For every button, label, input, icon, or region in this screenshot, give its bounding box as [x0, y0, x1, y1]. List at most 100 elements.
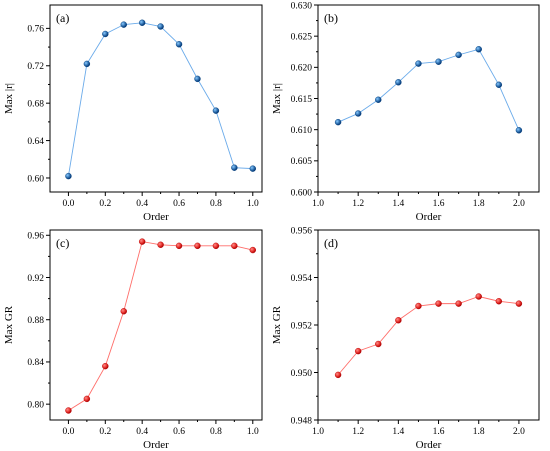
x-tick-label: 0.0 [62, 199, 74, 209]
chart-panel-3: 0.0 0.2 0.4 0.6 0.8 1.0 0.80 0.84 0.88 0.92 0.96 Or… [3, 229, 263, 451]
y-tick-label: 0.630 [291, 1, 313, 11]
data-point [231, 164, 238, 171]
plot-frame [49, 229, 263, 421]
y-tick-label: 0.950 [291, 369, 313, 379]
chart-panel-2: 1.0 1.2 1.4 1.6 1.8 2.0 0.600 0.605 0.610 0.615 0.… [271, 1, 540, 223]
x-tick-label: 1.4 [392, 427, 404, 437]
data-point [194, 75, 201, 83]
x-axis-label: Order [416, 211, 442, 223]
data-point [495, 81, 503, 88]
y-tick-label: 0.88 [27, 316, 44, 326]
y-tick-label: 0.76 [27, 25, 44, 35]
panel-label: (a) [56, 11, 69, 25]
data-point [334, 118, 342, 126]
x-tick-label: 1.6 [433, 427, 445, 437]
y-tick-label: 0.605 [291, 157, 313, 167]
data-point [102, 30, 109, 38]
x-axis-label: Order [143, 211, 169, 223]
y-tick-label: 0.954 [291, 274, 313, 284]
x-tick-label: 1.6 [433, 199, 445, 209]
x-tick-label: 0.2 [99, 427, 111, 437]
y-tick-label: 0.84 [27, 358, 44, 368]
x-tick-label: 2.0 [513, 427, 525, 437]
data-point [435, 58, 442, 65]
data-point [212, 107, 220, 114]
x-tick-label: 1.4 [392, 199, 404, 209]
data-point [475, 293, 482, 300]
data-point [65, 172, 72, 180]
series-line [337, 48, 520, 131]
data-point [120, 21, 127, 28]
y-axis-label: Max GR [3, 305, 15, 344]
x-tick-label: 0.6 [173, 199, 185, 209]
y-tick-label: 0.92 [27, 274, 44, 284]
x-tick-label: 1.8 [473, 199, 485, 209]
data-point [515, 127, 523, 134]
data-point [395, 79, 402, 86]
x-tick-label: 0.4 [136, 427, 148, 437]
data-point [138, 19, 146, 26]
x-tick-label: 0.2 [99, 199, 111, 209]
y-tick-label: 0.615 [291, 95, 313, 105]
data-point [83, 60, 91, 68]
y-tick-label: 0.600 [291, 188, 313, 198]
data-point [194, 242, 201, 250]
y-tick-label: 0.72 [27, 62, 44, 72]
data-point [212, 242, 220, 250]
panel-label: (d) [324, 236, 338, 250]
y-tick-label: 0.956 [291, 226, 313, 236]
x-tick-label: 0.4 [136, 199, 148, 209]
x-tick-label: 0.0 [62, 427, 74, 437]
x-tick-label: 1.0 [312, 427, 324, 437]
data-point [83, 395, 91, 403]
data-point [65, 407, 72, 414]
data-point [415, 302, 422, 310]
data-point [249, 165, 256, 172]
x-tick-label: 0.8 [210, 427, 222, 437]
panel-label: (c) [56, 236, 69, 250]
y-tick-label: 0.952 [291, 321, 313, 331]
data-point [455, 300, 462, 307]
series-line [337, 296, 519, 376]
x-tick-label: 1.0 [312, 199, 324, 209]
y-tick-label: 0.80 [27, 400, 44, 410]
x-tick-label: 2.0 [513, 199, 525, 209]
y-axis-label: Max |r| [271, 83, 283, 114]
y-tick-label: 0.96 [27, 232, 44, 242]
data-point [435, 300, 442, 307]
chart-panel-1: 0.0 0.2 0.4 0.6 0.8 1.0 0.60 0.64 0.68 0.72 0.76 Or… [3, 4, 263, 223]
data-point [102, 362, 109, 370]
x-tick-label: 1.2 [352, 427, 364, 437]
y-tick-label: 0.60 [27, 174, 44, 184]
data-point [375, 96, 382, 103]
data-point [475, 46, 482, 53]
data-point [175, 41, 183, 48]
y-axis-label: Max |r| [3, 83, 15, 114]
data-point [415, 60, 422, 67]
x-tick-label: 1.0 [247, 199, 259, 209]
data-point [354, 347, 362, 355]
x-tick-label: 1.8 [473, 427, 485, 437]
data-point [157, 23, 164, 30]
data-point [157, 241, 164, 248]
y-tick-label: 0.625 [291, 32, 313, 42]
data-point [334, 371, 342, 379]
data-point [455, 51, 462, 59]
data-point [138, 238, 146, 245]
y-tick-label: 0.610 [291, 126, 313, 136]
data-point [120, 308, 127, 315]
y-tick-label: 0.948 [291, 416, 313, 426]
x-tick-label: 1.2 [352, 199, 364, 209]
data-point [175, 242, 183, 250]
data-point [515, 300, 523, 307]
x-axis-label: Order [143, 439, 169, 451]
x-tick-label: 0.8 [210, 199, 222, 209]
data-point [249, 246, 256, 254]
y-tick-label: 0.64 [27, 137, 44, 147]
chart-panel-4: 1.0 1.2 1.4 1.6 1.8 2.0 0.948 0.950 0.952 0.954 0.… [271, 226, 540, 451]
data-point [231, 242, 238, 250]
panel-label: (b) [324, 11, 338, 25]
x-tick-label: 1.0 [247, 427, 259, 437]
